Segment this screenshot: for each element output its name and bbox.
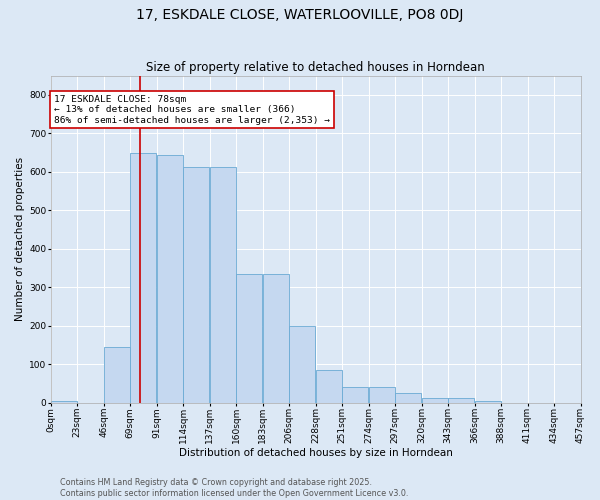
Y-axis label: Number of detached properties: Number of detached properties [15, 157, 25, 322]
Text: 17 ESKDALE CLOSE: 78sqm
← 13% of detached houses are smaller (366)
86% of semi-d: 17 ESKDALE CLOSE: 78sqm ← 13% of detache… [54, 95, 330, 124]
Bar [316, 370, 341, 403]
Bar [368, 386, 395, 403]
Bar [209, 168, 236, 403]
X-axis label: Distribution of detached houses by size in Horndean: Distribution of detached houses by size … [179, 448, 452, 458]
Bar [157, 154, 183, 403]
Text: 17, ESKDALE CLOSE, WATERLOOVILLE, PO8 0DJ: 17, ESKDALE CLOSE, WATERLOOVILLE, PO8 0D… [136, 8, 464, 22]
Bar [263, 274, 289, 403]
Bar [342, 386, 368, 403]
Title: Size of property relative to detached houses in Horndean: Size of property relative to detached ho… [146, 62, 485, 74]
Bar [448, 398, 474, 403]
Bar [289, 326, 315, 403]
Bar [104, 347, 130, 403]
Bar [422, 398, 448, 403]
Bar [395, 393, 421, 403]
Bar [183, 168, 209, 403]
Bar [236, 274, 262, 403]
Bar [50, 401, 77, 403]
Bar [130, 152, 156, 403]
Bar [475, 401, 500, 403]
Text: Contains HM Land Registry data © Crown copyright and database right 2025.
Contai: Contains HM Land Registry data © Crown c… [60, 478, 409, 498]
